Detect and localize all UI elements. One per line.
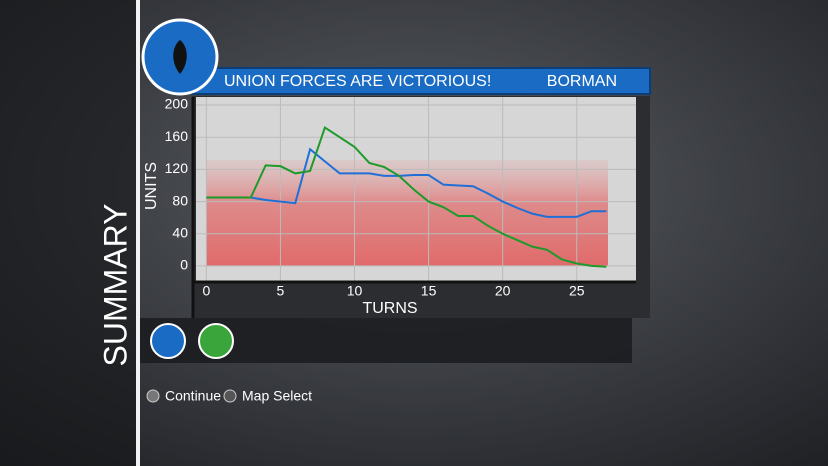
x-axis-label: TURNS [362,300,417,317]
y-tick-label: 120 [165,160,189,176]
emblem-piece [173,40,187,74]
x-tick-label: 0 [202,283,210,299]
player-icon [150,323,186,359]
button-icon [223,389,237,403]
y-tick-label: 200 [165,96,189,112]
button-map-select[interactable]: Map Select [242,388,312,404]
x-tick-label: 15 [421,283,437,299]
side-title: SUMMARY [97,204,133,367]
x-tick-label: 20 [495,283,511,299]
series-line [206,147,607,218]
y-tick-label: 0 [180,257,188,273]
chart: 0 40 80 120 160 200 0 5 10 15 20 25 TURNS UNITS [143,96,636,318]
y-tick-label: 160 [165,128,189,144]
divider [136,0,140,466]
player-name: BORMAN [547,73,617,90]
y-tick-label: 40 [172,224,188,240]
y-tick-label: 80 [172,192,188,208]
y-axis-label: UNITS [143,162,160,210]
banner [191,67,651,95]
series-line [206,126,607,268]
x-tick-label: 10 [347,283,363,299]
banner-text: UNION FORCES ARE VICTORIOUS! [224,73,491,90]
player-icon [198,323,234,359]
x-tick-label: 5 [277,283,285,299]
x-tick-label: 25 [569,283,585,299]
side-panel [0,0,138,466]
button-continue[interactable]: Continue [165,388,221,404]
button-icon [146,389,160,403]
